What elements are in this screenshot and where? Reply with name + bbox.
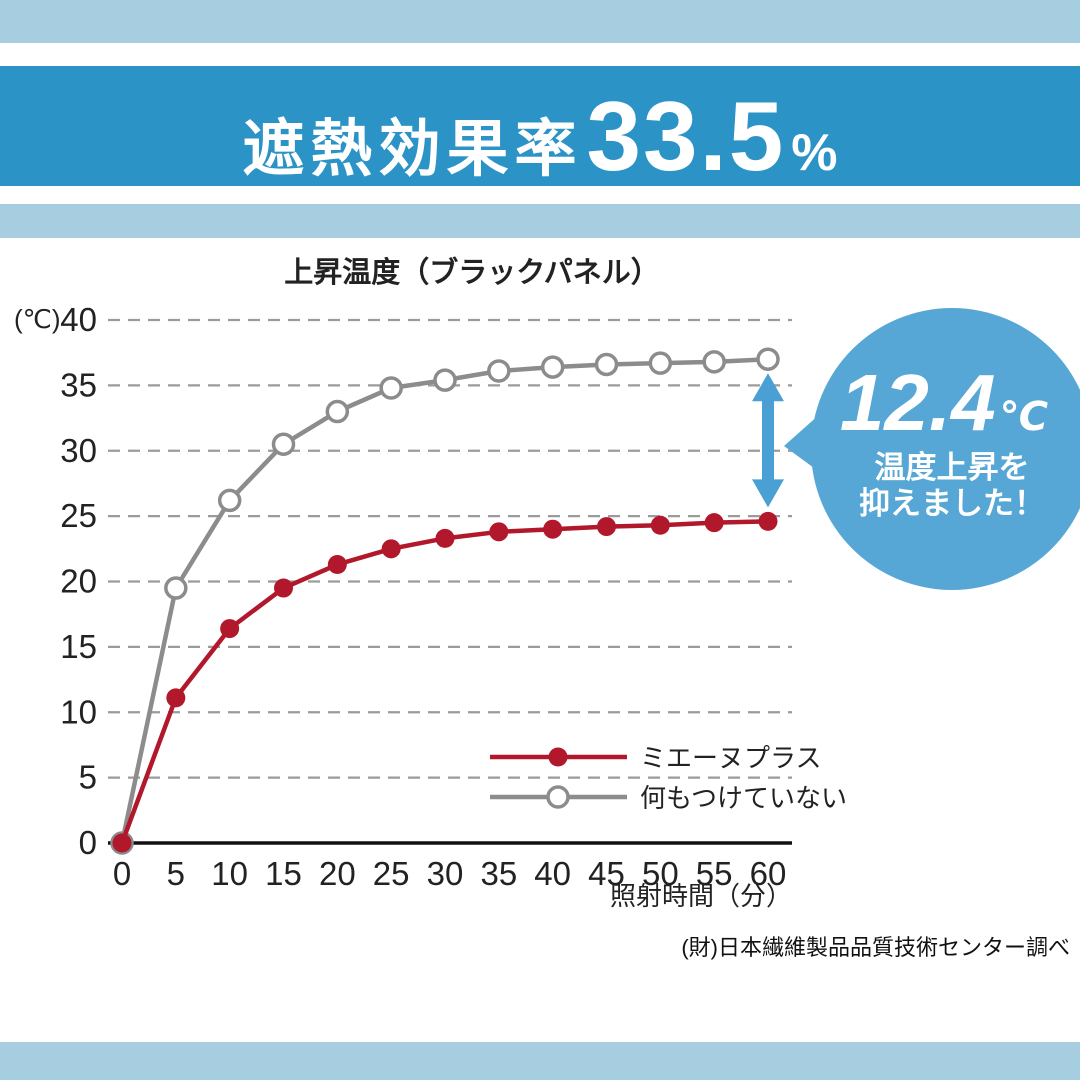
y-tick-label: 40 <box>60 301 97 338</box>
x-tick-label: 35 <box>480 855 517 892</box>
data-point <box>220 619 240 639</box>
data-point <box>166 688 186 708</box>
x-axis-ticks: 0 5 10 15 20 25 30 35 40 45 50 55 60 <box>113 855 787 892</box>
data-point <box>164 576 188 600</box>
x-tick-label: 5 <box>167 855 185 892</box>
bottom-stripe <box>0 1042 1080 1080</box>
data-point <box>704 513 724 533</box>
chart-series <box>110 347 780 855</box>
banner-percent-sign: % <box>791 124 838 182</box>
data-point <box>325 399 350 424</box>
bubble-circle <box>811 308 1080 590</box>
data-point <box>702 350 726 374</box>
x-tick-label: 40 <box>534 855 571 892</box>
data-point <box>217 488 242 513</box>
y-tick-label: 25 <box>60 497 97 534</box>
banner: 遮熱効果率 33.5 % <box>0 66 1080 191</box>
data-point <box>489 522 509 542</box>
y-tick-label: 0 <box>79 824 97 861</box>
x-tick-label: 45 <box>588 855 625 892</box>
data-point <box>597 517 616 537</box>
x-tick-label: 50 <box>642 855 679 892</box>
x-tick-label: 30 <box>427 855 464 892</box>
callout-line2: 抑えました！ <box>859 486 1045 521</box>
x-tick-label: 55 <box>696 855 733 892</box>
chart-title: 上昇温度（ブラックパネル） <box>284 255 660 289</box>
banner-title: 遮熱効果率 <box>242 115 583 184</box>
callout-bubble: 12.4 ℃ 温度上昇を 抑えました！ <box>784 308 1080 590</box>
arrow-head-up <box>752 373 784 402</box>
banner-value: 33.5 <box>586 81 786 191</box>
data-point <box>648 351 673 375</box>
source-note: (財)日本繊維製品品質技術センター調べ <box>681 935 1070 960</box>
x-tick-label: 60 <box>750 855 787 892</box>
callout-line1: 温度上昇を <box>875 450 1030 485</box>
data-point <box>112 833 132 853</box>
x-tick-label: 0 <box>113 855 131 892</box>
data-point <box>540 355 565 379</box>
y-axis-unit: (℃) <box>14 304 61 334</box>
arrow-head-down <box>752 479 784 508</box>
y-tick-label: 5 <box>79 759 97 796</box>
data-point <box>543 519 563 539</box>
legend-label-mienu: ミエーヌプラス <box>640 743 821 773</box>
y-axis-ticks: 0 5 10 15 20 25 30 35 40 <box>60 301 97 861</box>
top-stripe <box>0 0 1080 43</box>
x-tick-label: 10 <box>211 855 248 892</box>
x-tick-label: 25 <box>373 855 410 892</box>
y-tick-label: 10 <box>60 693 97 730</box>
chart-legend: ミエーヌプラス 何もつけていない <box>490 743 847 813</box>
data-point <box>271 432 296 456</box>
data-point <box>594 352 619 377</box>
data-point <box>327 555 347 575</box>
data-point <box>274 578 293 598</box>
legend-marker-mienu <box>548 747 568 767</box>
data-point <box>435 528 455 548</box>
x-axis-label: 照射時間（分） <box>610 881 792 911</box>
data-point <box>487 359 511 383</box>
y-tick-label: 15 <box>60 628 97 665</box>
data-point <box>758 511 778 531</box>
data-point <box>756 347 780 371</box>
legend-marker-nothing <box>546 785 570 809</box>
data-point <box>379 376 403 400</box>
callout-value: 12.4 ℃ <box>840 358 1049 447</box>
legend-label-nothing: 何もつけていない <box>640 783 847 813</box>
x-tick-label: 15 <box>265 855 302 892</box>
data-point <box>650 515 670 535</box>
difference-arrow <box>752 373 784 508</box>
mid-stripe <box>0 204 1080 238</box>
x-tick-label: 20 <box>319 855 356 892</box>
data-point <box>381 539 401 559</box>
data-point <box>433 368 457 392</box>
y-tick-label: 30 <box>60 432 97 469</box>
y-tick-label: 20 <box>60 563 97 600</box>
y-tick-label: 35 <box>60 366 97 403</box>
